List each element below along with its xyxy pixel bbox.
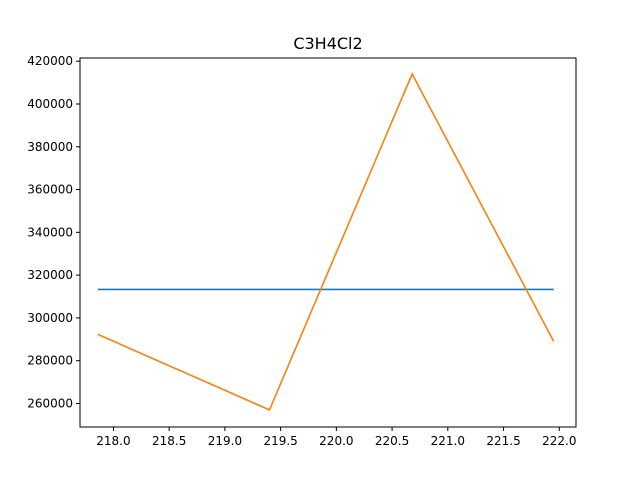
series-layer [97, 72, 555, 411]
y-tick-label: 420000 [27, 54, 73, 68]
x-tick-label: 218.5 [152, 434, 186, 448]
x-tick-label: 220.5 [375, 434, 409, 448]
chart-title: C3H4Cl2 [293, 34, 362, 53]
y-tick-label: 280000 [27, 354, 73, 368]
series-line-2 [97, 72, 555, 411]
x-tick-label: 222.0 [542, 434, 576, 448]
plot-frame [79, 57, 577, 428]
y-tick-label: 320000 [27, 268, 73, 282]
y-tick-label: 340000 [27, 225, 73, 239]
x-tick-label: 219.0 [208, 434, 242, 448]
y-tick-label: 400000 [27, 97, 73, 111]
y-tick-label: 360000 [27, 183, 73, 197]
x-tick-label: 221.5 [486, 434, 520, 448]
y-tick-label: 300000 [27, 311, 73, 325]
x-tick-label: 218.0 [96, 434, 130, 448]
y-tick-label: 380000 [27, 140, 73, 154]
axes-layer: 218.0 218.5 219.0 219.5 220.0 220.5 221.0 221.5… [27, 54, 576, 448]
x-tick-label: 220.0 [319, 434, 353, 448]
x-tick-label: 219.5 [263, 434, 297, 448]
x-tick-label: 221.0 [431, 434, 465, 448]
y-tick-label: 260000 [27, 396, 73, 410]
